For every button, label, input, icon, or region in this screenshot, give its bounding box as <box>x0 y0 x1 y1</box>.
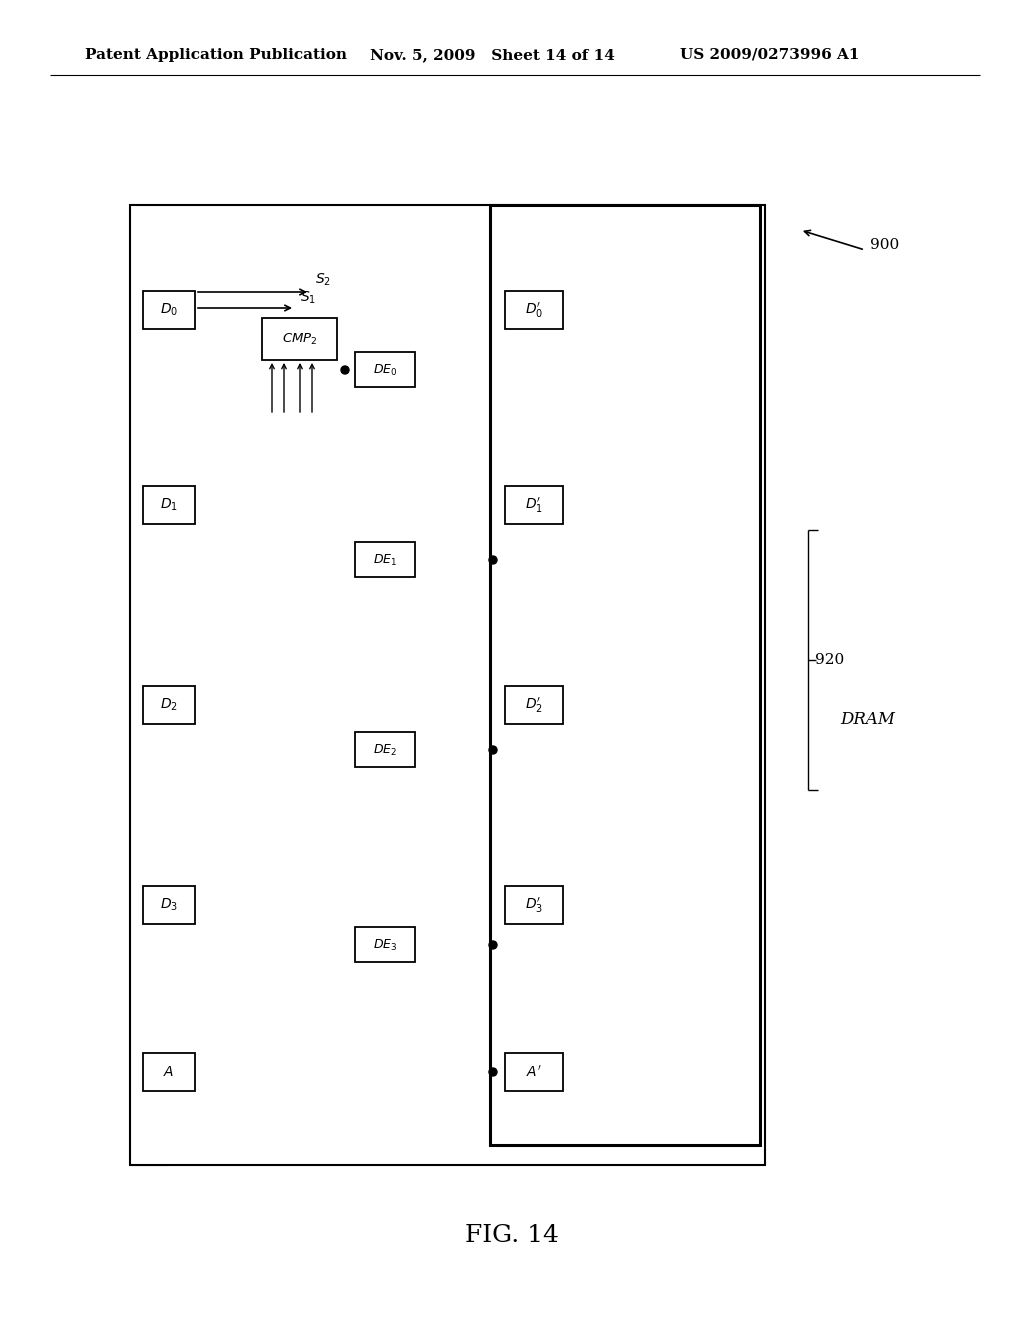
Text: $DE_1$: $DE_1$ <box>373 553 397 568</box>
Text: $D_2'$: $D_2'$ <box>525 696 543 714</box>
Text: $D_0$: $D_0$ <box>160 302 178 318</box>
Bar <box>143 686 195 723</box>
Text: $D_3$: $D_3$ <box>160 896 178 913</box>
Text: $DE_3$: $DE_3$ <box>373 937 397 953</box>
Bar <box>355 543 415 577</box>
Text: $D_1'$: $D_1'$ <box>525 495 543 515</box>
Text: $D_3'$: $D_3'$ <box>525 895 543 915</box>
Bar <box>143 486 195 524</box>
Text: FIG. 14: FIG. 14 <box>465 1224 559 1246</box>
Text: $DE_2$: $DE_2$ <box>373 742 397 758</box>
Bar <box>143 1053 195 1092</box>
Circle shape <box>489 746 497 754</box>
Bar <box>262 318 337 360</box>
Text: $D_2$: $D_2$ <box>160 697 178 713</box>
Bar <box>143 290 195 329</box>
Circle shape <box>489 556 497 564</box>
Text: US 2009/0273996 A1: US 2009/0273996 A1 <box>680 48 859 62</box>
Bar <box>355 733 415 767</box>
Text: $A'$: $A'$ <box>526 1064 542 1080</box>
Circle shape <box>341 366 349 374</box>
Text: Patent Application Publication: Patent Application Publication <box>85 48 347 62</box>
Text: $CMP_2$: $CMP_2$ <box>282 331 317 347</box>
Bar <box>143 886 195 924</box>
Bar <box>505 486 563 524</box>
Circle shape <box>489 941 497 949</box>
Text: $D_0'$: $D_0'$ <box>525 301 543 319</box>
Bar <box>490 205 760 1144</box>
Text: $DE_0$: $DE_0$ <box>373 363 397 378</box>
Text: $D_1$: $D_1$ <box>160 496 178 513</box>
Text: $A$: $A$ <box>164 1065 175 1078</box>
Text: 920: 920 <box>815 653 844 667</box>
Text: $S_2$: $S_2$ <box>315 272 331 288</box>
Bar <box>130 205 765 1166</box>
Text: DRAM: DRAM <box>840 711 895 729</box>
Text: $S_1$: $S_1$ <box>300 290 316 306</box>
Bar <box>505 886 563 924</box>
Bar <box>355 927 415 962</box>
Bar <box>355 352 415 387</box>
Bar <box>505 290 563 329</box>
Circle shape <box>489 1068 497 1076</box>
Bar <box>505 1053 563 1092</box>
Bar <box>505 686 563 723</box>
Text: 900: 900 <box>870 238 899 252</box>
Text: Nov. 5, 2009   Sheet 14 of 14: Nov. 5, 2009 Sheet 14 of 14 <box>370 48 614 62</box>
